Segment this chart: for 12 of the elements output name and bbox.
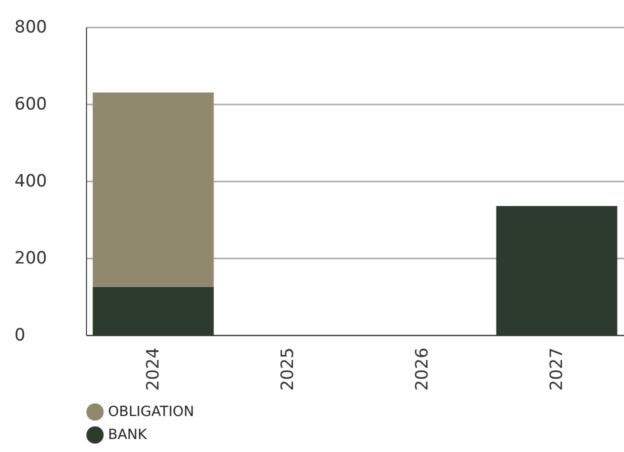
- legend-label: OBLIGATION: [108, 404, 194, 420]
- y-tick-label: 600: [14, 94, 47, 114]
- x-tick-label: 2027: [546, 348, 567, 391]
- y-tick-label: 200: [14, 248, 47, 268]
- y-tick-label: 0: [14, 326, 26, 346]
- x-tick-label: 2026: [412, 348, 432, 391]
- legend-label: BANK: [108, 427, 148, 443]
- x-tick-label: 2025: [278, 348, 298, 391]
- y-tick-label: 400: [14, 172, 47, 192]
- y-tick-label: 800: [14, 18, 47, 38]
- bar: [92, 92, 214, 287]
- x-tick-label: 2024: [143, 348, 164, 391]
